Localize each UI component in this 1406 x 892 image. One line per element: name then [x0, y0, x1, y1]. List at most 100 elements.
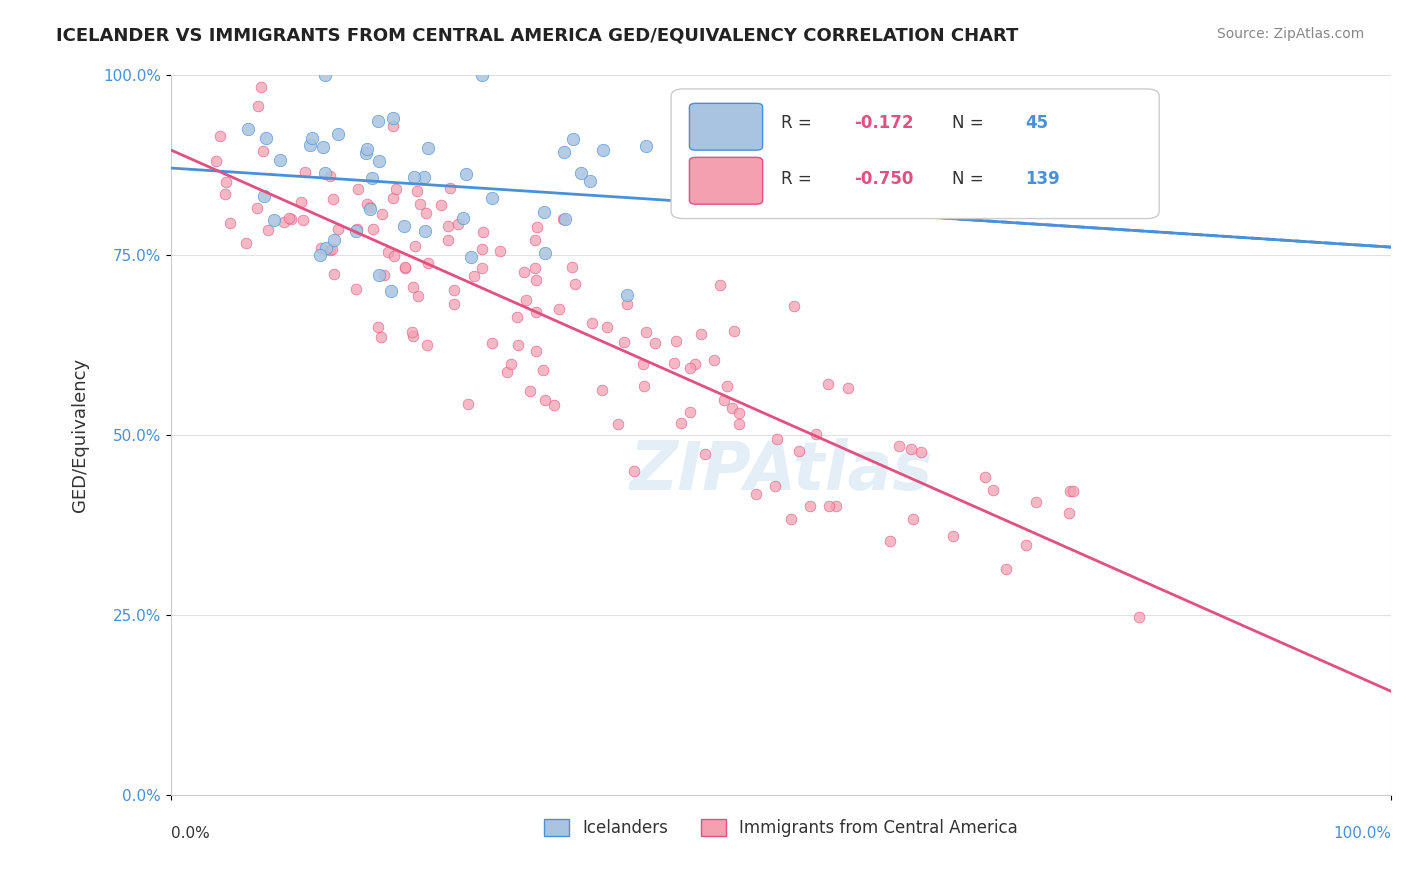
Immigrants from Central America: [489, 244, 512, 259]
Immigrants from Central America: [472, 225, 495, 239]
Icelanders: [592, 143, 614, 157]
Immigrants from Central America: [581, 316, 603, 330]
Immigrants from Central America: [204, 154, 226, 169]
Immigrants from Central America: [679, 361, 702, 376]
Immigrants from Central America: [551, 211, 574, 226]
Icelanders: [380, 284, 402, 298]
Icelanders: [367, 114, 389, 128]
Immigrants from Central America: [208, 129, 231, 144]
Immigrants from Central America: [703, 353, 725, 368]
Immigrants from Central America: [406, 289, 429, 303]
Immigrants from Central America: [817, 376, 839, 391]
FancyBboxPatch shape: [671, 89, 1159, 219]
Immigrants from Central America: [1059, 483, 1081, 498]
Icelanders: [315, 242, 337, 256]
Immigrants from Central America: [443, 297, 465, 311]
Text: ICELANDER VS IMMIGRANTS FROM CENTRAL AMERICA GED/EQUIVALENCY CORRELATION CHART: ICELANDER VS IMMIGRANTS FROM CENTRAL AME…: [56, 27, 1018, 45]
Immigrants from Central America: [679, 405, 702, 419]
Icelanders: [561, 132, 583, 146]
Immigrants from Central America: [463, 268, 485, 283]
Icelanders: [301, 130, 323, 145]
Immigrants from Central America: [728, 406, 751, 420]
Icelanders: [314, 166, 336, 180]
Icelanders: [367, 154, 389, 169]
Immigrants from Central America: [291, 213, 314, 227]
Immigrants from Central America: [344, 282, 367, 296]
Icelanders: [356, 142, 378, 156]
Icelanders: [354, 146, 377, 161]
Icelanders: [361, 171, 384, 186]
Immigrants from Central America: [235, 236, 257, 251]
Immigrants from Central America: [526, 219, 548, 234]
Immigrants from Central America: [218, 216, 240, 230]
Immigrants from Central America: [277, 211, 299, 225]
Text: -0.750: -0.750: [853, 170, 914, 188]
Immigrants from Central America: [561, 260, 583, 274]
Immigrants from Central America: [402, 280, 425, 294]
Immigrants from Central America: [837, 381, 859, 395]
Immigrants from Central America: [321, 243, 343, 257]
Text: -0.172: -0.172: [853, 114, 914, 133]
Text: ZIPAtlas: ZIPAtlas: [630, 438, 932, 504]
Immigrants from Central America: [910, 445, 932, 459]
Icelanders: [616, 287, 638, 301]
Immigrants from Central America: [824, 499, 846, 513]
Immigrants from Central America: [323, 267, 346, 281]
Immigrants from Central America: [430, 197, 453, 211]
Icelanders: [456, 167, 478, 181]
Icelanders: [569, 166, 592, 180]
Immigrants from Central America: [361, 222, 384, 236]
Immigrants from Central America: [690, 327, 713, 342]
Immigrants from Central America: [616, 297, 638, 311]
Immigrants from Central America: [495, 365, 517, 379]
Icelanders: [236, 122, 259, 136]
Immigrants from Central America: [721, 401, 744, 416]
Immigrants from Central America: [596, 320, 619, 334]
Immigrants from Central America: [249, 79, 271, 94]
Legend: Icelanders, Immigrants from Central America: Icelanders, Immigrants from Central Amer…: [537, 813, 1025, 844]
Immigrants from Central America: [782, 299, 804, 313]
Immigrants from Central America: [744, 487, 766, 501]
Immigrants from Central America: [385, 181, 408, 195]
Immigrants from Central America: [373, 268, 395, 283]
Immigrants from Central America: [294, 164, 316, 178]
Immigrants from Central America: [526, 343, 548, 358]
Immigrants from Central America: [799, 500, 821, 514]
Immigrants from Central America: [513, 265, 536, 279]
Immigrants from Central America: [804, 427, 827, 442]
Immigrants from Central America: [534, 393, 557, 408]
Icelanders: [309, 248, 332, 262]
Immigrants from Central America: [404, 239, 426, 253]
Immigrants from Central America: [326, 221, 349, 235]
Immigrants from Central America: [506, 337, 529, 351]
Y-axis label: GED/Equivalency: GED/Equivalency: [72, 358, 89, 512]
Icelanders: [533, 205, 555, 219]
Immigrants from Central America: [728, 417, 751, 431]
Immigrants from Central America: [273, 214, 295, 228]
Text: 100.0%: 100.0%: [1333, 826, 1391, 841]
Text: R =: R =: [780, 170, 811, 188]
Text: Source: ZipAtlas.com: Source: ZipAtlas.com: [1216, 27, 1364, 41]
Icelanders: [298, 138, 321, 153]
Icelanders: [553, 145, 575, 159]
Icelanders: [481, 191, 503, 205]
Immigrants from Central America: [901, 512, 924, 526]
Immigrants from Central America: [416, 256, 439, 270]
Icelanders: [328, 127, 350, 141]
Immigrants from Central America: [246, 201, 269, 215]
Immigrants from Central America: [370, 330, 392, 344]
Immigrants from Central America: [322, 192, 344, 206]
Icelanders: [453, 211, 475, 225]
Immigrants from Central America: [401, 325, 423, 339]
Immigrants from Central America: [252, 144, 274, 158]
Immigrants from Central America: [257, 223, 280, 237]
Immigrants from Central America: [633, 379, 655, 393]
Icelanders: [579, 174, 602, 188]
Immigrants from Central America: [319, 169, 342, 184]
Icelanders: [554, 212, 576, 227]
Text: 45: 45: [1025, 114, 1047, 133]
Icelanders: [359, 202, 381, 216]
Icelanders: [344, 224, 367, 238]
Immigrants from Central America: [1015, 538, 1038, 552]
Immigrants from Central America: [436, 233, 458, 247]
